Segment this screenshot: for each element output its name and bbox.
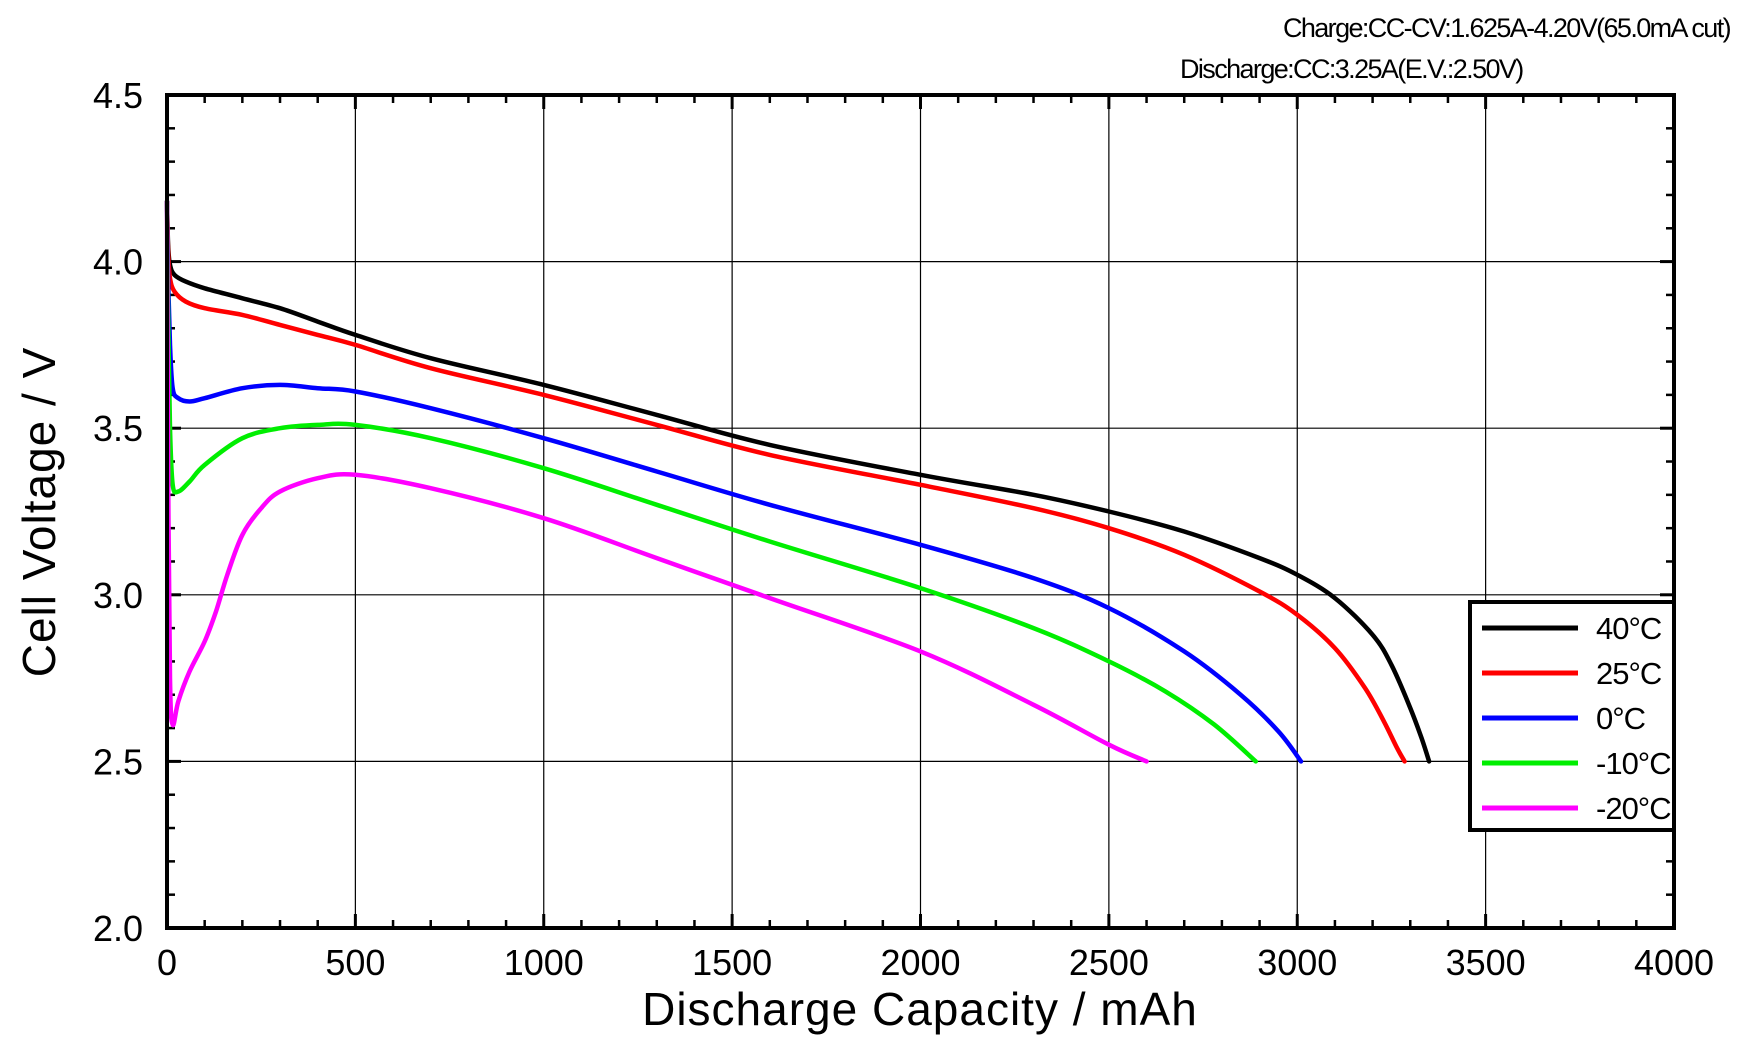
x-axis-label: Discharge Capacity / mAh [642, 983, 1198, 1035]
series-lines [164, 199, 1432, 764]
grid [167, 95, 1674, 928]
series-line-3 [164, 199, 1259, 764]
plot-frame [165, 93, 1676, 930]
legend-label-3: -10°C [1596, 746, 1671, 781]
tick-labels: 0 500 1000 1500 2000 2500 3000 3500 4000 2.0 2.5 3.… [93, 75, 1714, 983]
x-tick-label: 3500 [1446, 942, 1526, 983]
y-axis-label: Cell Voltage / V [13, 347, 65, 678]
series-line-2 [164, 199, 1304, 764]
legend: 40°C 25°C 0°C -10°C -20°C [1468, 600, 1676, 832]
x-tick-label: 500 [325, 942, 385, 983]
series-line-0 [164, 199, 1432, 764]
y-tick-label: 2.5 [93, 741, 143, 782]
y-tick-label: 4.5 [93, 75, 143, 116]
annotation-block: Charge:CC-CV:1.625A-4.20V(65.0mA cut) Di… [1180, 13, 1732, 84]
x-tick-label: 0 [157, 942, 177, 983]
x-tick-label: 3000 [1257, 942, 1337, 983]
y-tick-label: 3.5 [93, 408, 143, 449]
y-tick-label: 3.0 [93, 575, 143, 616]
y-tick-label: 4.0 [93, 242, 143, 283]
x-tick-label: 1000 [504, 942, 584, 983]
x-tick-label: 4000 [1634, 942, 1714, 983]
discharge-condition-note: Discharge:CC:3.25A(E.V.:2.50V) [1180, 54, 1523, 84]
y-tick-label: 2.0 [93, 908, 143, 949]
legend-label-0: 40°C [1596, 611, 1662, 646]
legend-label-4: -20°C [1596, 791, 1671, 826]
legend-label-2: 0°C [1596, 701, 1646, 736]
x-tick-label: 2500 [1069, 942, 1149, 983]
legend-label-1: 25°C [1596, 656, 1662, 691]
series-line-4 [164, 199, 1149, 764]
charge-condition-note: Charge:CC-CV:1.625A-4.20V(65.0mA cut) [1283, 13, 1731, 43]
x-tick-label: 1500 [692, 942, 772, 983]
x-tick-label: 2000 [880, 942, 960, 983]
series-line-1 [164, 199, 1407, 764]
